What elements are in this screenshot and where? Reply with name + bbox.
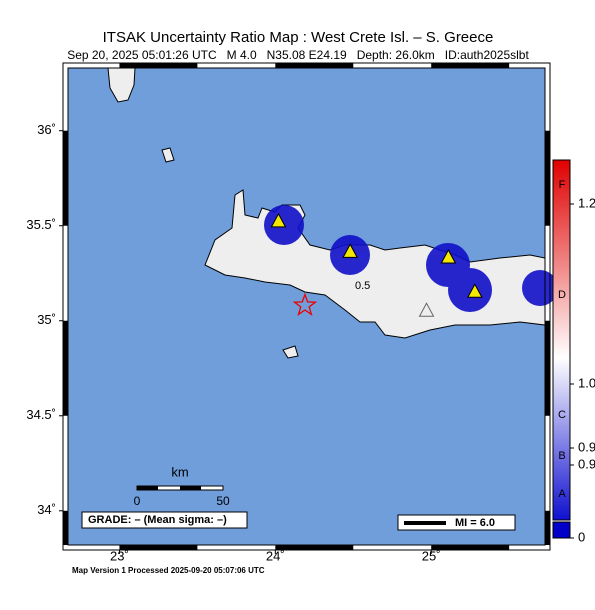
lat-label: 34˚: [37, 502, 56, 517]
frame-inner: [67, 67, 546, 546]
station: [467, 283, 483, 298]
station: [440, 248, 457, 264]
frame-segment: [545, 130, 550, 226]
mi-legend: MI = 6.0: [455, 517, 495, 529]
contour-label: 0.5: [355, 280, 370, 292]
lon-label: 23˚: [110, 548, 129, 563]
colorbar: [552, 159, 571, 521]
grade-letter: C: [558, 409, 566, 421]
lat-label: 35˚: [37, 312, 56, 327]
frame-segment: [545, 510, 550, 545]
grade-letter: F: [559, 179, 566, 191]
colorbar-label: 0: [578, 529, 585, 544]
scale-end: 50: [216, 494, 230, 508]
lat-label: 35.5˚: [26, 217, 56, 232]
lat-label: 34.5˚: [26, 407, 56, 422]
frame-segment: [119, 545, 198, 550]
frame-segment: [275, 63, 354, 68]
frame-segment: [63, 320, 68, 416]
station: [342, 243, 358, 258]
grade: GRADE: – (Mean sigma: –): [88, 514, 227, 526]
colorbar-label: 1.2: [578, 195, 595, 210]
mi-box: [397, 514, 516, 531]
frame-segment: [63, 130, 68, 226]
frame-segment: [119, 63, 198, 68]
frame-segment: [431, 545, 510, 550]
scale-unit: km: [171, 464, 188, 479]
scale-start: 0: [134, 494, 141, 508]
frame: [62, 62, 551, 551]
station: [270, 212, 287, 228]
colorbar-floor: [552, 521, 571, 539]
lon-label: 24˚: [266, 548, 285, 563]
colorbar-label: 1.0: [578, 375, 595, 390]
title: ITSAK Uncertainty Ratio Map : West Crete…: [103, 29, 494, 46]
frame-segment: [63, 510, 68, 545]
grade-letter: A: [558, 488, 566, 500]
grade-letter: D: [558, 289, 566, 301]
station-unused: [418, 302, 435, 317]
grade-box: [81, 511, 248, 529]
grade-letter: B: [558, 450, 565, 462]
lat-label: 36˚: [37, 122, 56, 137]
frame-segment: [431, 63, 510, 68]
colorbar-label: 0.9: [578, 439, 595, 454]
subtitle: Sep 20, 2025 05:01:26 UTC M 4.0 N35.08 E…: [67, 48, 529, 62]
frame-segment: [545, 320, 550, 416]
colorbar-label: 0.9: [578, 456, 595, 471]
scale-bar: km 0 50: [134, 464, 230, 508]
lon-label: 25˚: [422, 548, 441, 563]
frame-segment: [275, 545, 354, 550]
footer: Map Version 1 Processed 2025-09-20 05:07…: [72, 566, 265, 575]
epicenter: [292, 292, 318, 316]
